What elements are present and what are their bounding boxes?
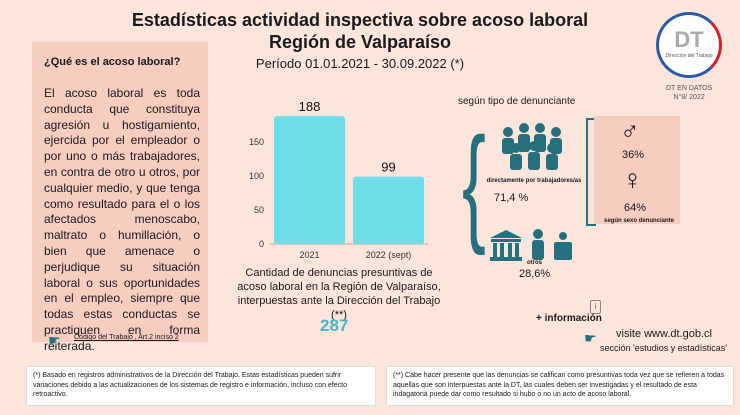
denunciante-heading: según tipo de denunciante	[458, 96, 576, 107]
male-percent: 36%	[622, 149, 645, 161]
other-percent: 28,6%	[519, 268, 551, 280]
sex-panel	[594, 116, 680, 224]
workers-group-icon	[502, 123, 562, 170]
hand-pointer-icon: ☛	[48, 332, 61, 348]
bar-chart: 0 50 100 150 188 2021 99 2022 (sept)	[249, 99, 428, 260]
chart-caption: Cantidad de denuncias presuntivas de aco…	[237, 267, 441, 321]
definition-text: El acoso laboral es toda conducta que co…	[44, 86, 200, 353]
direct-percent: 71,4 %	[494, 192, 529, 204]
definition-panel	[32, 42, 208, 342]
x-tick-label: 2021	[299, 250, 319, 260]
info-icon[interactable]: i	[590, 300, 601, 314]
bar-value-label: 188	[299, 99, 321, 114]
bracket-line	[586, 118, 596, 226]
page-title: Estadísticas actividad inspectiva sobre …	[131, 10, 589, 30]
bars: 188 2021 99 2022 (sept)	[273, 99, 425, 260]
y-tick-label: 0	[259, 239, 264, 249]
y-tick-label: 50	[254, 205, 264, 215]
total-count: 287	[320, 316, 349, 335]
page-subtitle: Región de Valparaíso	[268, 32, 452, 52]
logo-letters: DT	[674, 27, 704, 52]
law-link[interactable]: Código del Trabajo , Art.2 inciso 2	[74, 334, 179, 341]
other-label: otros	[527, 260, 542, 266]
logo-name: Dirección del Trabajo	[665, 53, 713, 59]
x-tick-label: 2022 (sept)	[366, 250, 412, 260]
footnote-1: (*) Basado en registros administrativos …	[26, 366, 376, 406]
section-label: sección 'estudios y estadísticas'	[600, 343, 727, 353]
bar-value-label: 99	[381, 160, 395, 175]
brace-icon: {	[462, 110, 486, 256]
y-tick-label: 150	[249, 137, 264, 147]
series-label: DT EN DATOS N°8/ 2022	[666, 85, 713, 101]
courthouse-icon	[490, 229, 572, 261]
footnote-2: (**) Cabe hacer presente que las denunci…	[386, 366, 734, 406]
dt-logo: DT Dirección del Trabajo	[656, 12, 722, 78]
website-link[interactable]: visite www.dt.gob.cl	[616, 328, 712, 340]
period-label: Período 01.01.2021 - 30.09.2022 (*)	[255, 56, 465, 71]
bar	[352, 176, 425, 244]
sex-label: según sexo denunciante	[604, 218, 675, 224]
female-icon: ♀	[622, 164, 643, 195]
female-percent: 64%	[624, 202, 647, 214]
direct-label: directamente por trabajadores/as	[486, 178, 582, 184]
hand-pointer-icon: ☛	[584, 330, 597, 346]
more-info-link[interactable]: + información	[536, 313, 602, 324]
bar	[273, 116, 346, 244]
definition-question: ¿Qué es el acoso laboral?	[44, 56, 181, 68]
male-icon: ♂	[620, 116, 640, 146]
y-tick-label: 100	[249, 171, 264, 181]
